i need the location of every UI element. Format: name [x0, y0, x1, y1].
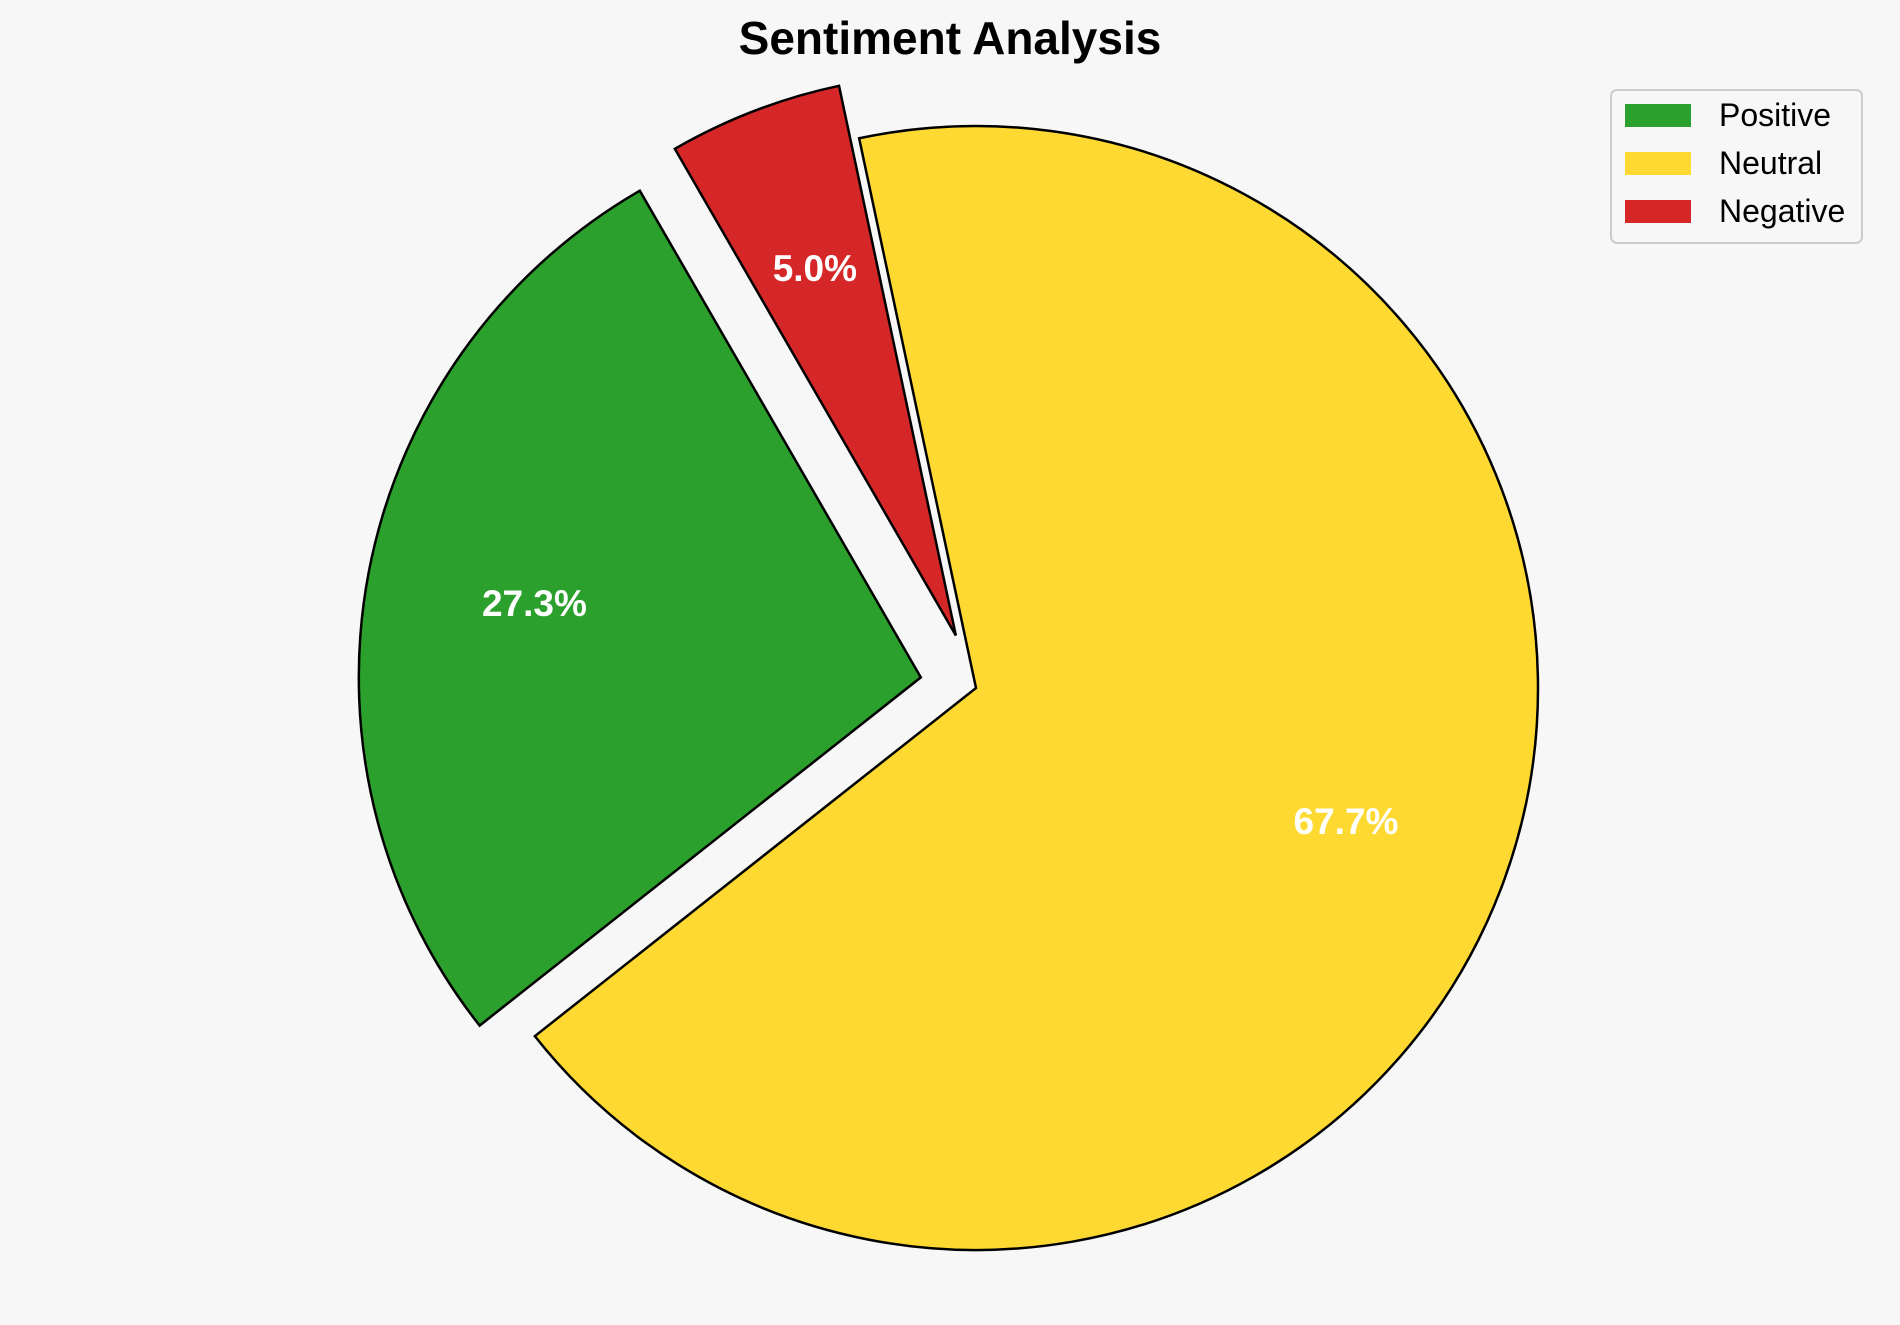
legend-items: Positive Neutral Negative [1625, 97, 1845, 229]
legend-swatch-neutral [1625, 152, 1691, 175]
pie-slices [357, 84, 1540, 1252]
legend: Positive Neutral Negative [1610, 89, 1863, 244]
pie-slice-labels: 27.3% 67.7% 5.0% [482, 248, 1398, 842]
pie-slice-neutral [533, 124, 1540, 1252]
slice-label-negative: 5.0% [773, 248, 857, 289]
pie-slice-positive [357, 188, 923, 1028]
legend-label-positive: Positive [1719, 97, 1831, 133]
pie-slice-negative [673, 84, 958, 637]
chart-title: Sentiment Analysis [739, 12, 1162, 64]
legend-swatch-negative [1625, 200, 1691, 223]
legend-label-negative: Negative [1719, 193, 1845, 229]
legend-label-neutral: Neutral [1719, 145, 1822, 181]
legend-swatch-positive [1625, 104, 1691, 127]
slice-label-positive: 27.3% [482, 583, 587, 624]
slice-label-neutral: 67.7% [1294, 801, 1399, 842]
